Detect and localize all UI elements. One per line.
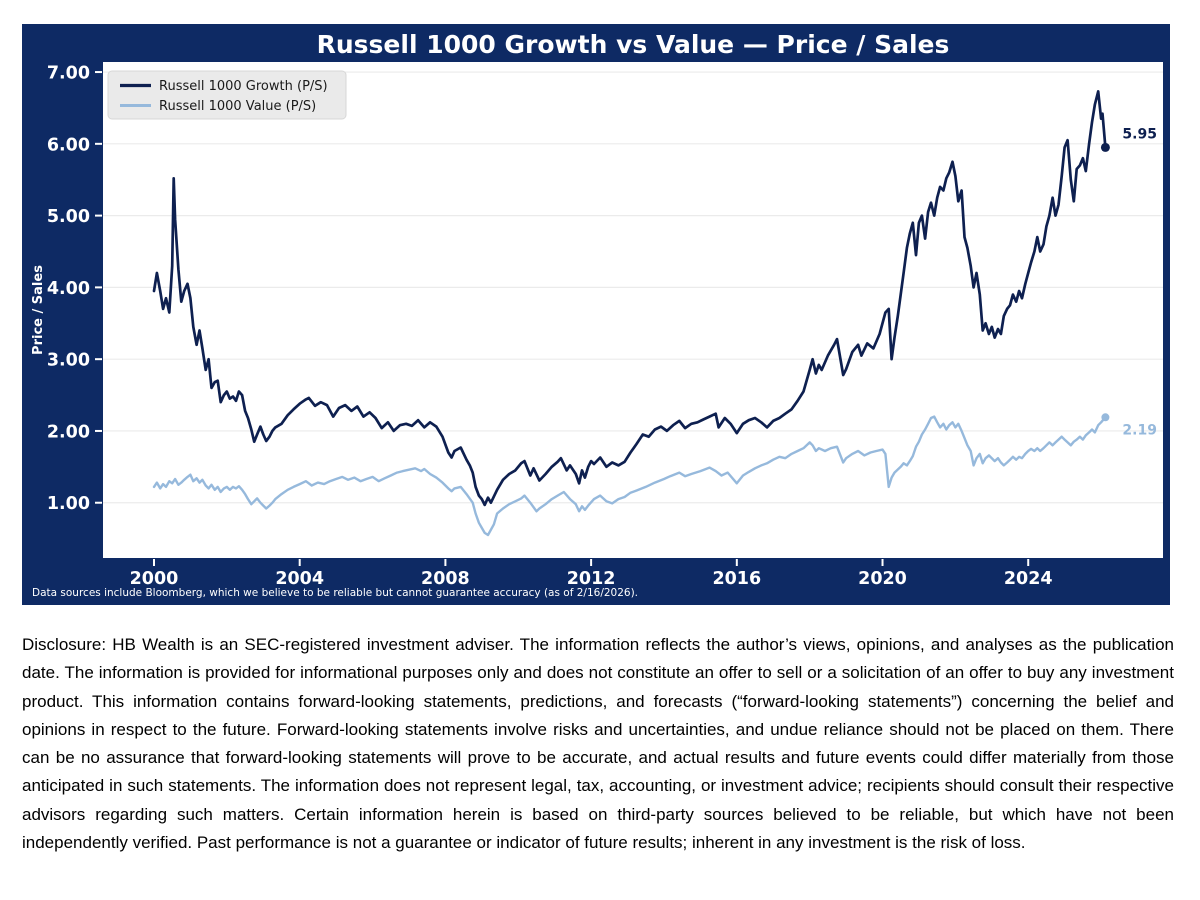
y-tick-label: 6.00 <box>47 135 90 155</box>
plot-area <box>103 62 1163 558</box>
x-tick-label: 2008 <box>421 569 470 589</box>
growth-end-label: 5.95 <box>1122 126 1157 142</box>
legend-label-growth: Russell 1000 Growth (P/S) <box>159 79 328 94</box>
y-tick-label: 5.00 <box>47 207 90 227</box>
x-tick-label: 2000 <box>130 569 179 589</box>
axes: 1.00 2.00 3.00 4.00 5.00 6.00 7.00 2000 2004 2008… <box>47 64 1053 589</box>
value-line <box>152 415 1107 537</box>
x-tick-label: 2024 <box>1004 569 1053 589</box>
growth-line <box>152 90 1107 507</box>
y-tick-label: 2.00 <box>47 422 90 442</box>
value-end-dot <box>1101 413 1110 422</box>
y-tick-label: 1.00 <box>47 494 90 514</box>
legend: Russell 1000 Growth (P/S) Russell 1000 V… <box>107 70 347 120</box>
disclosure-text: Disclosure: HB Wealth is an SEC-register… <box>22 635 1174 853</box>
series-lines <box>152 90 1110 537</box>
x-tick-label: 2004 <box>275 569 324 589</box>
chart-frame: 1.00 2.00 3.00 4.00 5.00 6.00 7.00 2000 2004 2008… <box>22 24 1170 605</box>
gridlines <box>103 71 1163 504</box>
y-tick-label: 7.00 <box>47 64 90 84</box>
y-tick-label: 3.00 <box>47 351 90 371</box>
value-end-label: 2.19 <box>1122 422 1157 438</box>
price-sales-chart: 1.00 2.00 3.00 4.00 5.00 6.00 7.00 2000 2004 2008… <box>31 30 1163 599</box>
x-tick-label: 2020 <box>858 569 907 589</box>
legend-label-value: Russell 1000 Value (P/S) <box>159 99 316 114</box>
y-tick-label: 4.00 <box>47 279 90 299</box>
source-note: Data sources include Bloomberg, which we… <box>32 587 638 599</box>
y-axis-title: Price / Sales <box>31 265 46 355</box>
chart-title: Russell 1000 Growth vs Value — Price / S… <box>317 30 950 59</box>
x-tick-label: 2016 <box>712 569 761 589</box>
legend-box <box>107 70 347 120</box>
x-tick-label: 2012 <box>567 569 616 589</box>
growth-end-dot <box>1100 142 1110 152</box>
